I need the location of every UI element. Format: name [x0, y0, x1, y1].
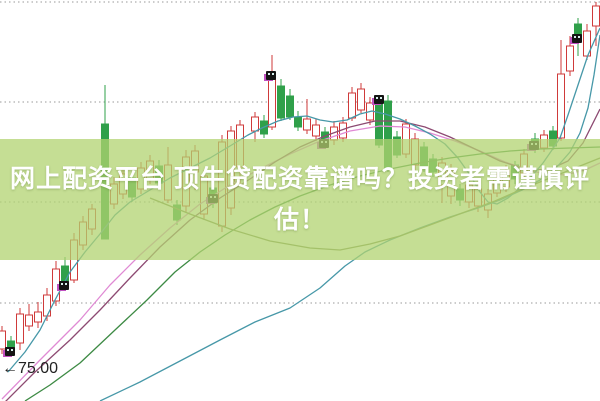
- candle-up: [348, 92, 356, 119]
- event-marker-icon: [374, 95, 384, 104]
- event-marker-dot: [380, 97, 382, 99]
- event-marker-dot: [272, 73, 274, 75]
- headline-line-2: 估！: [273, 205, 326, 234]
- candle-down: [286, 95, 294, 118]
- event-marker-dot: [61, 283, 63, 285]
- candle-up: [312, 124, 320, 137]
- event-marker-icon: [59, 281, 69, 290]
- event-marker-dot: [574, 36, 576, 38]
- event-marker-icon: [572, 34, 582, 43]
- headline-line-1: 网上配资平台 顶牛贷配资靠谱吗？投资者需谨慎评: [10, 164, 590, 193]
- event-marker-dot: [578, 36, 580, 38]
- event-marker-dot: [268, 73, 270, 75]
- candle-up: [566, 45, 574, 72]
- candle-up: [592, 5, 600, 27]
- candle-up: [251, 116, 259, 132]
- candle-up: [0, 330, 6, 350]
- candle-up: [557, 73, 565, 139]
- price-annotation: ←75.00: [2, 360, 58, 377]
- candle-up: [268, 75, 276, 128]
- event-marker-dot: [65, 283, 67, 285]
- event-marker-dot: [7, 349, 9, 351]
- candle-up: [16, 313, 24, 344]
- candle-up: [25, 314, 33, 327]
- candle-up: [303, 118, 311, 131]
- candle-up: [43, 294, 51, 317]
- event-marker-icon: [5, 347, 15, 356]
- candle-up: [357, 88, 365, 111]
- event-marker-dot: [11, 349, 13, 351]
- candle-up: [34, 311, 42, 323]
- candle-down: [277, 85, 285, 119]
- event-marker-icon: [266, 71, 276, 80]
- candle-down: [294, 116, 302, 128]
- headline-banner: 网上配资平台 顶牛贷配资靠谱吗？投资者需谨慎评 估！: [0, 139, 600, 260]
- event-marker-dot: [376, 97, 378, 99]
